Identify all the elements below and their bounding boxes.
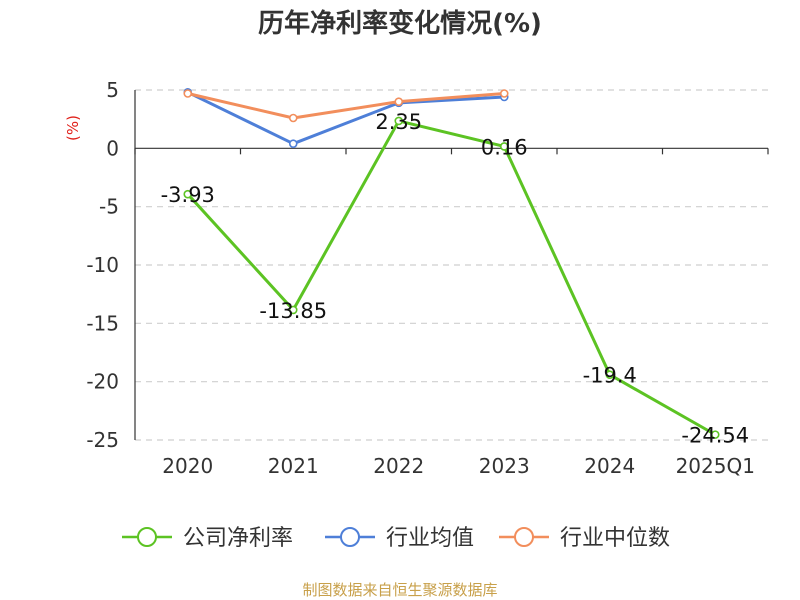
x-tick-label: 2025Q1 [676,454,755,478]
x-tick-label: 2020 [162,454,213,478]
legend-marker [137,527,157,547]
legend-marker [514,527,534,547]
legend-marker [340,527,360,547]
legend-label: 公司净利率 [183,526,293,551]
data-labels: -3.93 -13.85 2.35 0.16 -19.4 -24.54 [161,110,750,448]
data-label: -24.54 [681,424,749,448]
y-tick-label: -25 [86,428,119,452]
x-tick-label: 2023 [479,454,530,478]
data-point [394,97,404,106]
data-point [183,189,193,199]
data-point [499,142,509,151]
axes: 5 0 -5 -10 -15 -20 -25 2020 2021 2022 2023 2024 2025… [86,78,769,478]
legend[interactable]: 公司净利率 行业均值 行业中位数 [122,526,670,551]
data-point [605,370,615,379]
series-line-2 [187,92,505,120]
data-label: -19.4 [583,364,637,388]
x-tick-label: 2021 [268,454,319,478]
legend-item[interactable]: 行业中位数 [499,526,670,551]
legend-label: 行业中位数 [560,526,670,551]
y-axis-label: (%) [64,115,82,141]
data-point [288,139,298,148]
data-point [394,116,404,126]
legend-item[interactable]: 行业均值 [325,526,474,551]
y-tick-label: 0 [106,136,119,160]
grid-lines [135,89,768,441]
data-label: -13.85 [259,299,327,323]
data-point [183,89,193,98]
data-point [288,113,298,123]
legend-item[interactable]: 公司净利率 [122,526,293,551]
chart-title: 历年净利率变化情况(%) [258,8,542,39]
series-line-0 [186,119,716,436]
y-tick-label: -15 [86,311,119,335]
data-label: 2.35 [375,110,422,134]
x-tick-label: 2024 [584,454,635,478]
series-line-1 [187,90,505,146]
y-tick-label: 5 [106,78,119,102]
x-tick-label: 2022 [373,454,424,478]
data-label: -3.93 [161,183,215,207]
data-point [710,430,720,439]
data-label: 0.16 [481,135,528,159]
source-note: 制图数据来自恒生聚源数据库 [302,581,497,599]
y-tick-label: -5 [99,195,119,219]
y-tick-label: -20 [86,370,119,394]
y-tick-label: -10 [86,253,119,277]
series-lines [183,88,720,439]
legend-label: 行业均值 [386,526,474,551]
data-point [499,89,509,98]
data-point [288,305,298,315]
